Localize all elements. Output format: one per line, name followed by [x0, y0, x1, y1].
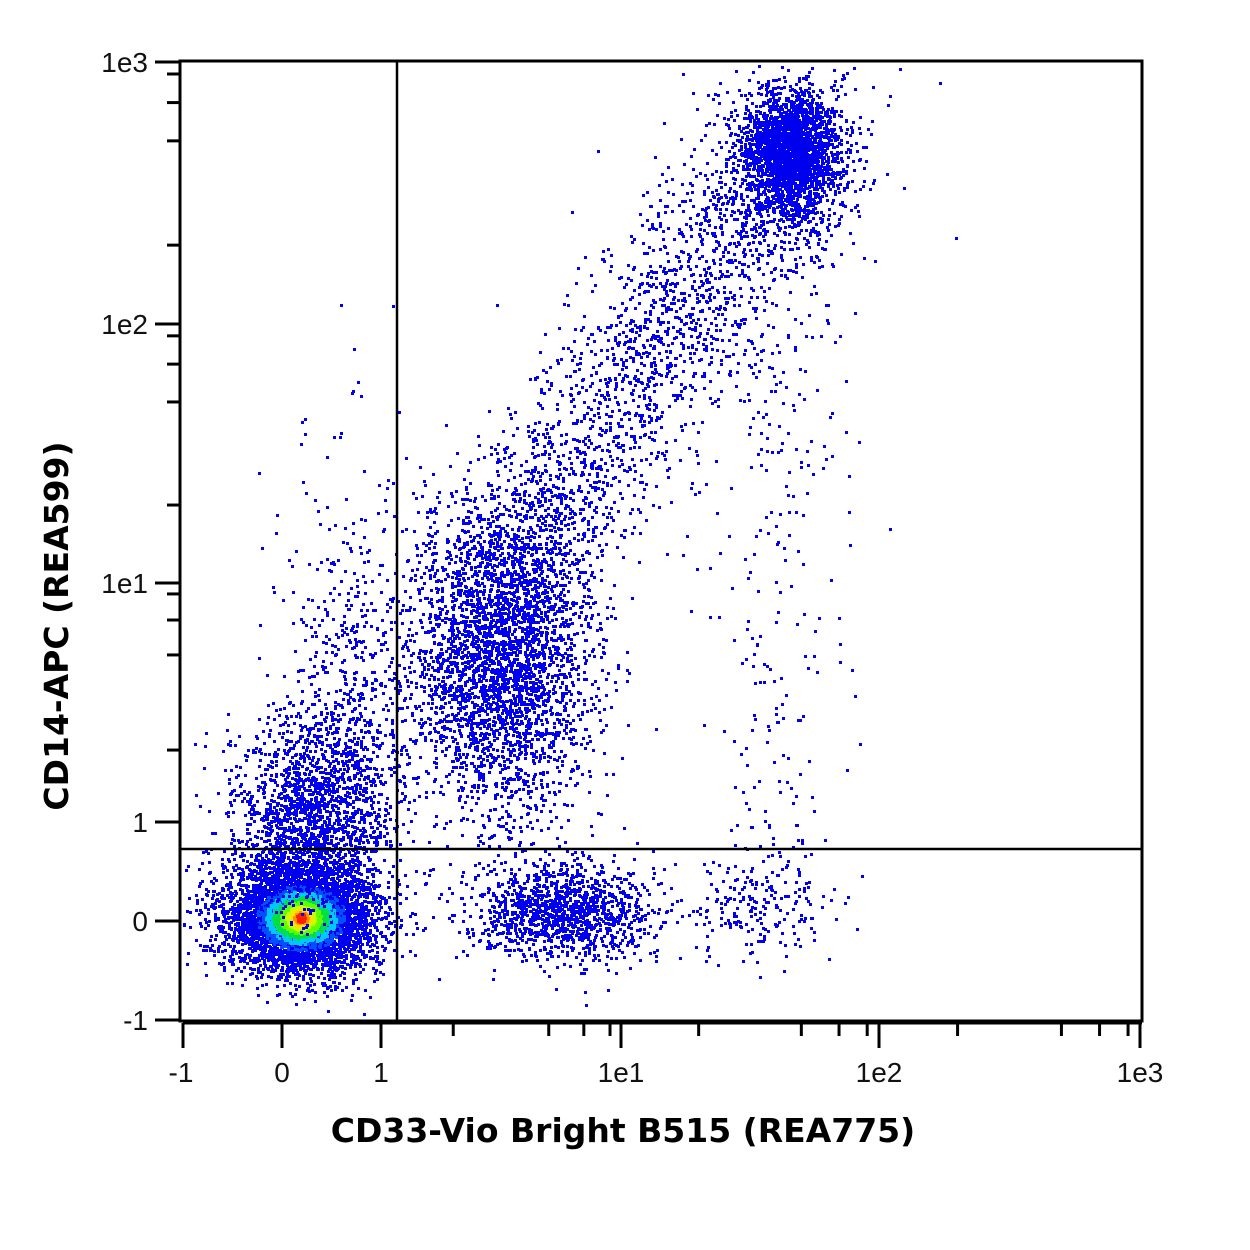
x-axis-ticks: [183, 1023, 1140, 1048]
x-axis-minor-ticks: [453, 1023, 1128, 1036]
x-tick-label-1e2: 1e2: [856, 1057, 903, 1088]
y-axis-ticks: [155, 62, 180, 1020]
x-tick-label-0: 0: [274, 1057, 290, 1088]
x-tick-label-minus1: -1: [169, 1057, 194, 1088]
flow-cytometry-plot: 1e3 1e2 1e1 1 0 -1 -1 0 1 1e1 1e2 1e3 CD…: [0, 0, 1250, 1250]
x-tick-label-1e3: 1e3: [1117, 1057, 1164, 1088]
y-axis-title: CD14-APC (REA599): [37, 441, 76, 810]
x-axis-title: CD33-Vio Bright B515 (REA775): [331, 1111, 915, 1150]
y-tick-label-1e3: 1e3: [101, 47, 148, 78]
y-tick-label-1e2: 1e2: [101, 309, 148, 340]
y-tick-label-1e1: 1e1: [101, 568, 148, 599]
x-tick-label-1e1: 1e1: [598, 1057, 645, 1088]
x-tick-label-1: 1: [373, 1057, 389, 1088]
y-axis-minor-ticks: [167, 74, 180, 750]
scatter-points: [183, 65, 958, 1016]
y-tick-label-minus1: -1: [123, 1005, 148, 1036]
y-tick-label-1: 1: [132, 807, 148, 838]
y-tick-label-0: 0: [132, 906, 148, 937]
